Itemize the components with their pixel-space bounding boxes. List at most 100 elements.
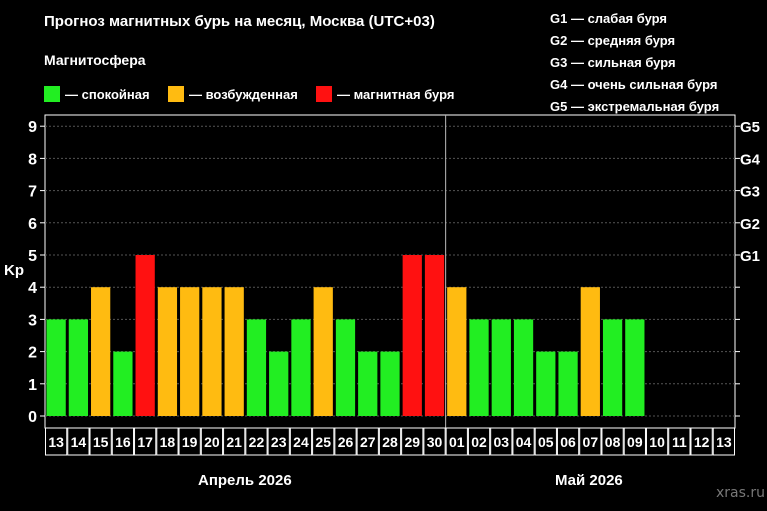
x-category-box [401,427,424,456]
bar [447,287,467,416]
bar [68,319,89,416]
y-tick-label: 0 [28,409,37,426]
bar [291,319,311,416]
x-category-box [312,427,335,456]
legend-swatch-excited [168,86,184,102]
x-tick-label: 11 [672,434,687,450]
x-tick-label: 09 [627,434,643,450]
bar [157,287,178,416]
y2-tick-label: G2 [740,216,760,233]
bar [135,255,155,416]
x-tick-label: 24 [293,434,309,450]
bar [246,319,267,416]
x-category-box [579,427,602,456]
y-tick-label: 3 [28,312,37,329]
x-tick-label: 02 [471,434,487,450]
storm-scale-g2: G2 — средняя буря [550,33,676,48]
y-tick-label: 5 [28,248,37,265]
y-tick-label: 6 [28,216,37,233]
x-tick-label: 13 [48,434,64,450]
x-category-box [467,427,491,456]
legend-label-storm: — магнитная буря [337,86,455,102]
bar [580,287,600,416]
legend-item-storm: — магнитная буря [316,86,454,102]
x-category-box [445,427,468,456]
x-category-box [89,427,112,456]
bar [269,351,289,416]
bar [380,351,400,416]
y-tick-label: 4 [28,280,37,297]
x-tick-label: 05 [538,434,554,450]
x-tick-label: 07 [583,434,599,450]
bar [625,319,645,416]
y2-tick-label: G3 [740,184,760,201]
bar [113,351,133,416]
bar [536,351,556,416]
x-tick-label: 08 [605,434,621,450]
x-tick-label: 01 [449,434,465,450]
x-tick-label: 10 [649,434,665,450]
x-category-box [490,427,513,456]
bar [358,351,378,416]
x-tick-label: 04 [516,434,532,450]
x-category-box [423,427,446,456]
x-category-box [668,427,691,456]
y2-tick-label: G4 [740,151,761,168]
bar [335,319,356,416]
x-category-box [200,427,224,456]
x-tick-label: 19 [182,434,198,450]
storm-scale-g5: G5 — экстремальная буря [550,99,720,114]
x-tick-label: 30 [427,434,443,450]
x-tick-label: 13 [716,434,732,450]
bar [202,287,222,416]
x-tick-label: 15 [93,434,109,450]
x-tick-label: 25 [315,434,331,450]
month-label-april: Апрель 2026 [198,472,292,489]
x-category-box [712,427,736,456]
x-tick-label: 12 [694,434,710,450]
y-tick-label: 7 [28,184,37,201]
x-category-box [134,427,157,456]
x-category-box [690,427,713,456]
x-tick-label: 06 [560,434,576,450]
x-category-box [356,427,379,456]
legend-item-excited: — возбужденная [168,86,298,102]
bar [469,319,489,416]
y-tick-label: 1 [28,377,37,394]
x-category-box [378,427,402,456]
x-tick-label: 21 [226,434,242,450]
x-tick-label: 27 [360,434,376,450]
bar [46,319,66,416]
x-category-box [67,427,90,456]
storm-scale-g3: G3 — сильная буря [550,55,676,70]
storm-scale-g1: G1 — слабая буря [550,11,668,26]
x-tick-label: 14 [71,434,87,450]
x-tick-label: 20 [204,434,220,450]
x-tick-label: 03 [494,434,510,450]
y2-tick-label: G5 [740,119,760,136]
x-tick-label: 17 [137,434,153,450]
x-category-box [289,427,313,456]
x-category-box [156,427,179,456]
bar [491,319,511,416]
bar [313,287,333,416]
storm-scale-g4: G4 — очень сильная буря [550,77,718,92]
x-tick-label: 22 [249,434,265,450]
y-tick-label: 8 [28,151,37,168]
x-tick-label: 16 [115,434,131,450]
x-category-box [556,427,580,456]
watermark: xras.ru [716,485,765,501]
x-category-box [223,427,246,456]
bar [558,351,578,416]
legend-swatch-calm [44,86,60,102]
bar [91,287,111,416]
bar [513,319,534,416]
legend-swatch-storm [316,86,332,102]
x-tick-label: 28 [382,434,398,450]
storm-scale-legend: G1 — слабая буря G2 — средняя буря G3 — … [550,8,719,118]
x-category-box [45,427,68,456]
x-category-box [601,427,624,456]
x-category-box [512,427,535,456]
x-tick-label: 23 [271,434,287,450]
